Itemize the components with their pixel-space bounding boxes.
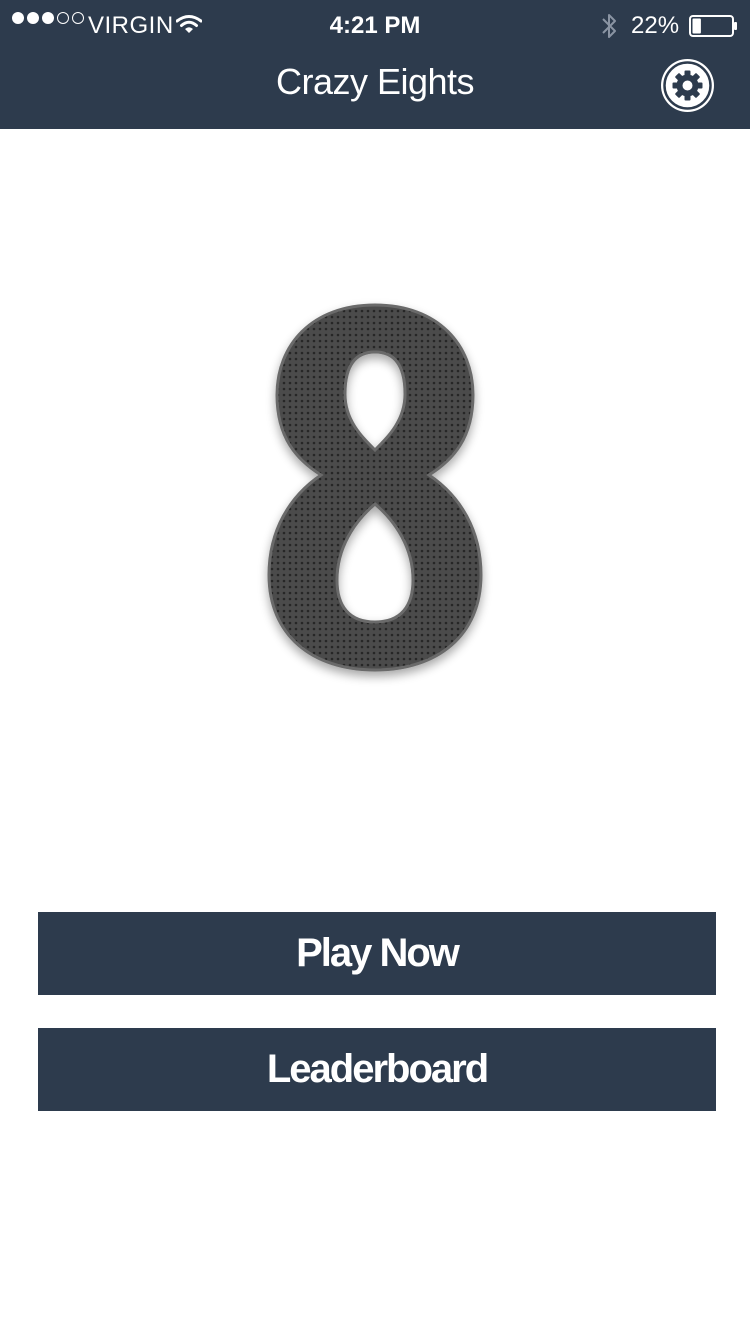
crazy-eight-logo xyxy=(267,303,483,672)
signal-dot xyxy=(72,12,84,24)
clock: 4:21 PM xyxy=(329,12,421,39)
carrier-name: VIRGIN xyxy=(88,12,174,39)
settings-button[interactable] xyxy=(659,57,716,114)
bluetooth-icon xyxy=(602,14,616,38)
leaderboard-button[interactable]: Leaderboard xyxy=(38,1028,716,1111)
app-title: Crazy Eights xyxy=(275,61,475,102)
signal-dot xyxy=(42,12,54,24)
signal-strength-icon xyxy=(12,12,84,24)
signal-dot xyxy=(27,12,39,24)
status-bar: VIRGIN 4:21 PM 22% xyxy=(0,0,750,52)
battery-percent: 22% xyxy=(631,12,680,39)
gear-icon xyxy=(661,59,714,112)
play-now-button[interactable]: Play Now xyxy=(38,912,716,995)
signal-dot xyxy=(57,12,69,24)
signal-dot xyxy=(12,12,24,24)
wifi-icon xyxy=(176,15,202,33)
battery-icon xyxy=(689,15,737,37)
top-bar: VIRGIN 4:21 PM 22% Crazy Eights xyxy=(0,0,750,129)
